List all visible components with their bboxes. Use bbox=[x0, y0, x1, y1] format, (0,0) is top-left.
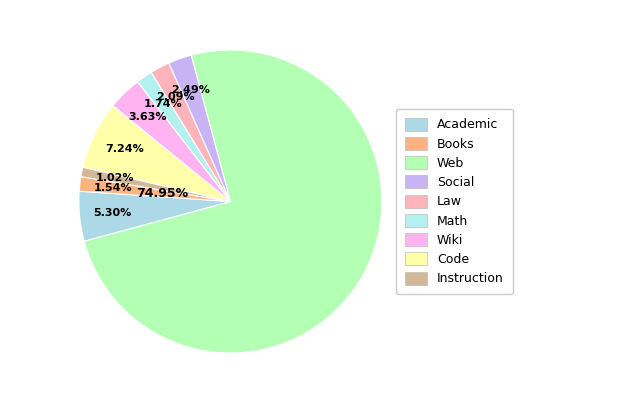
Text: 2.49%: 2.49% bbox=[172, 85, 211, 95]
Wedge shape bbox=[113, 82, 230, 202]
Text: 1.74%: 1.74% bbox=[144, 99, 182, 109]
Text: 3.63%: 3.63% bbox=[129, 112, 167, 122]
Wedge shape bbox=[79, 191, 230, 241]
Text: 7.24%: 7.24% bbox=[105, 144, 143, 154]
Text: 74.95%: 74.95% bbox=[136, 187, 188, 200]
Wedge shape bbox=[151, 63, 230, 201]
Wedge shape bbox=[81, 167, 230, 202]
Wedge shape bbox=[79, 177, 230, 202]
Legend: Academic, Books, Web, Social, Law, Math, Wiki, Code, Instruction: Academic, Books, Web, Social, Law, Math,… bbox=[396, 109, 513, 294]
Wedge shape bbox=[83, 106, 230, 202]
Wedge shape bbox=[138, 72, 230, 202]
Wedge shape bbox=[84, 50, 382, 353]
Text: 2.09%: 2.09% bbox=[156, 92, 195, 102]
Text: 1.54%: 1.54% bbox=[93, 183, 132, 193]
Wedge shape bbox=[169, 55, 230, 202]
Text: 5.30%: 5.30% bbox=[93, 208, 132, 218]
Text: 1.02%: 1.02% bbox=[95, 173, 134, 183]
